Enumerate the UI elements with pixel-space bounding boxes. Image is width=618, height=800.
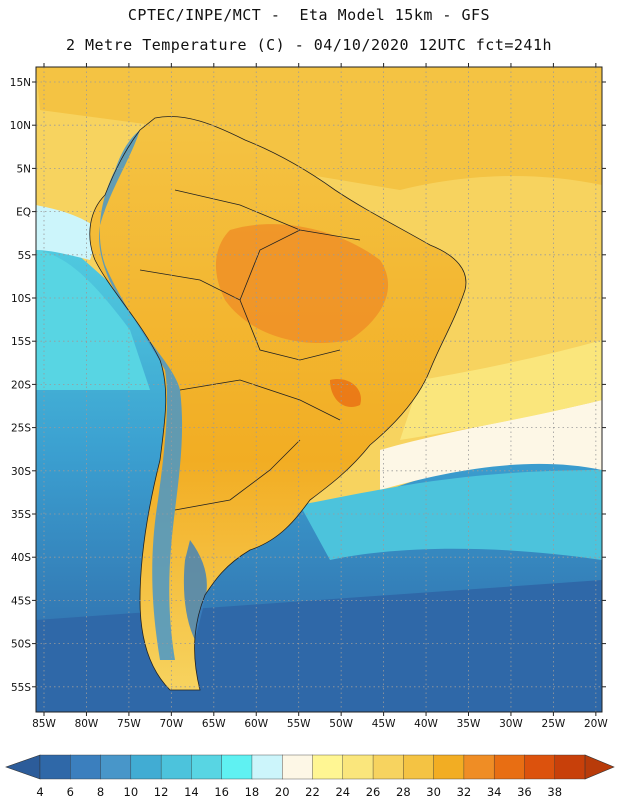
colorbar-label: 16: [214, 785, 229, 799]
colorbar-label: 38: [547, 785, 562, 799]
pacific-cool-band: [36, 205, 100, 260]
longitude-labels: 85W 80W 75W 70W 65W 60W 55W 50W 45W 40W 35W 30W 25W 2…: [32, 718, 608, 730]
colorbar-swatch: [191, 754, 223, 780]
colorbar-swatch: [493, 754, 525, 780]
atlantic-warm-band: [400, 340, 602, 440]
lat-label: 10S: [11, 293, 31, 305]
lat-label: 30S: [11, 466, 31, 478]
colorbar-swatch: [130, 754, 162, 780]
latitude-labels: 15N 10N 5N EQ 5S 10S 15S 20S 25S 30S 35S 40S 45S 50S 5…: [10, 77, 32, 694]
colorbar-swatch: [282, 754, 314, 780]
lat-label: 5N: [16, 163, 31, 175]
colorbar-label: 8: [97, 785, 104, 799]
chart-title-source: CPTEC/INPE/MCT - Eta Model 15km - GFS: [127, 6, 491, 24]
colorbar-swatch: [251, 754, 283, 780]
lon-label: 75W: [117, 718, 141, 730]
colorbar-low-arrow: [5, 754, 41, 780]
lat-label: 15N: [10, 77, 31, 89]
colorbar-label: 12: [154, 785, 169, 799]
colorbar-swatch: [312, 754, 344, 780]
lon-label: 25W: [542, 718, 566, 730]
lat-label: 45S: [11, 595, 31, 607]
lat-label: 35S: [11, 509, 31, 521]
amazon-hot-region: [215, 224, 389, 344]
colorbar-label: 26: [366, 785, 381, 799]
lon-label: 50W: [329, 718, 353, 730]
colorbar-swatch: [221, 754, 253, 780]
lat-label: 40S: [11, 552, 31, 564]
colorbar-label: 36: [517, 785, 532, 799]
colorbar-label: 10: [124, 785, 139, 799]
colorbar-label: 24: [335, 785, 350, 799]
colorbar-swatch: [554, 754, 586, 780]
colorbar-label: 4: [36, 785, 43, 799]
lat-label: 50S: [11, 639, 31, 651]
colorbar-swatch: [160, 754, 192, 780]
colorbar-swatch: [342, 754, 374, 780]
lon-label: 80W: [75, 718, 99, 730]
country-borders: [89, 116, 467, 691]
lat-label: EQ: [16, 207, 31, 219]
colorbar-swatch: [433, 754, 465, 780]
colorbar-label: 6: [67, 785, 74, 799]
colorbar-swatch: [372, 754, 404, 780]
lat-label: 15S: [11, 336, 31, 348]
lon-label: 65W: [202, 718, 226, 730]
colorbar-label: 28: [396, 785, 411, 799]
andes-cold-ribbon: [99, 130, 183, 660]
lon-label: 30W: [499, 718, 523, 730]
lat-label: 20S: [11, 379, 31, 391]
lat-label: 5S: [18, 250, 32, 262]
lon-label: 20W: [584, 718, 608, 730]
colorbar-label: 14: [184, 785, 199, 799]
colorbar-label: 22: [305, 785, 320, 799]
colorbar-swatch: [39, 754, 71, 780]
axis-ticks: [32, 63, 606, 716]
lon-label: 85W: [32, 718, 56, 730]
colorbar-label: 18: [245, 785, 260, 799]
colorbar-label: 30: [426, 785, 441, 799]
caribbean-warm: [36, 67, 602, 190]
colorbar: 4 6 8 10 12 14 16 18 20 22 24 26 28 30 32 34 36 38: [5, 754, 615, 799]
colorbar-swatch: [463, 754, 495, 780]
lon-label: 70W: [159, 718, 183, 730]
colorbar-swatch: [100, 754, 132, 780]
colorbar-high-arrow: [584, 754, 615, 780]
colorbar-label: 20: [275, 785, 290, 799]
colorbar-swatch: [524, 754, 556, 780]
lat-label: 25S: [11, 423, 31, 435]
lat-label: 10N: [10, 120, 31, 132]
colorbar-swatch: [403, 754, 435, 780]
map-panel: [36, 67, 602, 712]
map-frame: [35, 66, 603, 713]
colorbar-swatch: [70, 754, 102, 780]
lat-label: 55S: [11, 682, 31, 694]
colorbar-label: 32: [457, 785, 472, 799]
lon-label: 40W: [414, 718, 438, 730]
colorbar-label: 34: [487, 785, 502, 799]
lon-label: 45W: [372, 718, 396, 730]
lon-label: 35W: [457, 718, 481, 730]
lon-label: 55W: [287, 718, 311, 730]
subtropical-band: [380, 400, 602, 490]
lon-label: 60W: [244, 718, 268, 730]
chart-title-field: 2 Metre Temperature (C) - 04/10/2020 12U…: [65, 36, 553, 54]
